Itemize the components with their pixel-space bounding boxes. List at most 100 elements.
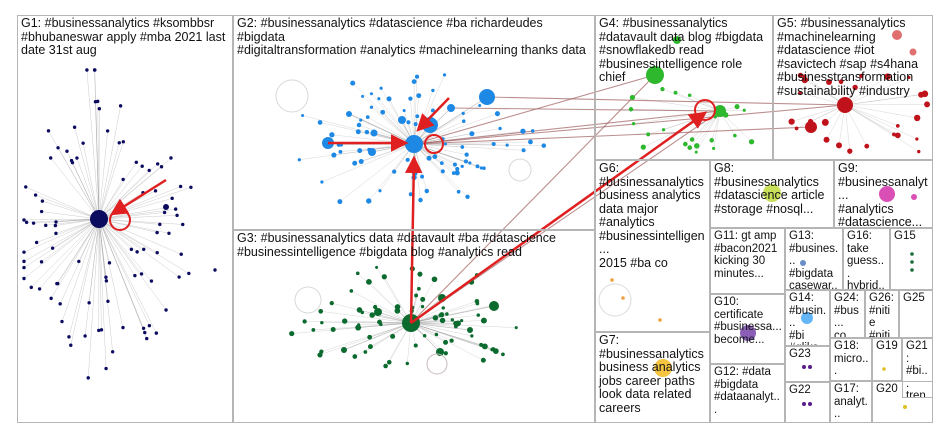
g5-node — [907, 75, 911, 80]
group-panel-g20: G20 — [872, 381, 933, 423]
group-panel-g15: G15 — [890, 228, 933, 290]
g1-node — [22, 259, 26, 264]
node-ring — [294, 286, 322, 314]
edge — [413, 128, 501, 145]
g3-node — [474, 298, 480, 304]
group-panel-g21: G21: #bi... tren... — [902, 338, 933, 398]
edge — [23, 218, 100, 221]
g2-node — [475, 164, 480, 169]
group-label-g17: G17: analyt... — [834, 383, 868, 420]
edge — [23, 218, 100, 253]
g15-node — [910, 268, 914, 272]
edge — [98, 166, 143, 220]
edge — [339, 143, 415, 202]
edge — [343, 322, 412, 351]
group-label-g7: G7: #businessanalytics business analytic… — [599, 333, 704, 415]
edge — [98, 218, 136, 276]
edge — [23, 218, 100, 262]
g3-node — [374, 308, 382, 316]
g4-node — [631, 122, 636, 126]
group-label-g18: G18: micro... — [834, 340, 869, 377]
g1-node — [118, 104, 123, 108]
edge — [98, 218, 144, 250]
g3-node — [450, 318, 455, 322]
g3-node — [373, 304, 378, 310]
g3-node — [405, 361, 410, 366]
g3-node — [319, 349, 324, 354]
group-label-g11: G11: gt amp #bacon2021 kicking 30 minute… — [714, 230, 778, 280]
g1-node — [153, 189, 158, 193]
g3-node — [363, 350, 368, 354]
g1-node — [117, 141, 121, 145]
g2-node — [379, 86, 383, 90]
g3-node — [481, 343, 488, 350]
g1-node — [22, 218, 26, 222]
g2-node — [386, 96, 392, 102]
g4-node — [734, 104, 740, 110]
g1-node — [22, 276, 26, 281]
edge — [413, 74, 445, 145]
g1-node — [97, 106, 102, 111]
g9-node — [911, 194, 917, 200]
g2-node — [366, 198, 372, 204]
g1-node — [93, 68, 97, 72]
g3-node — [434, 332, 439, 337]
edge — [632, 97, 721, 112]
g2-node — [505, 143, 509, 147]
edge — [844, 104, 919, 152]
edge — [41, 218, 100, 263]
g2-node — [469, 131, 475, 137]
g3-node — [357, 323, 361, 327]
g1-node — [44, 223, 48, 228]
group-panel-g1: G1: #businessanalytics #ksombbsr #bhuban… — [17, 15, 233, 423]
edge — [844, 76, 888, 106]
edge — [333, 322, 412, 330]
g2-node — [465, 194, 470, 199]
g2-node — [364, 129, 370, 135]
g1-node — [72, 125, 77, 129]
g3-node — [422, 333, 427, 338]
g5-node — [894, 132, 901, 139]
edge — [844, 104, 928, 106]
g2-node — [420, 174, 425, 179]
g4-node — [661, 128, 666, 132]
edge — [413, 143, 544, 146]
g5-node — [805, 121, 817, 133]
g1-node — [159, 165, 164, 169]
g2-node — [521, 148, 526, 153]
g2-node — [361, 94, 365, 98]
g3-node — [514, 326, 518, 330]
g1-node — [177, 275, 181, 279]
edge — [410, 322, 503, 355]
g1-node — [154, 331, 159, 335]
g2-node — [365, 115, 370, 120]
g4-node — [629, 94, 635, 101]
edge — [410, 322, 472, 337]
g3-node — [341, 347, 347, 353]
g1-node — [105, 129, 110, 133]
g4-node — [693, 143, 700, 149]
g1-node — [40, 199, 45, 203]
g2-node — [456, 189, 461, 194]
g1-node — [129, 247, 134, 252]
g4-node — [712, 146, 716, 151]
g3-node — [413, 343, 418, 348]
group-panel-g8: G8: #businessanalytics #datascience arti… — [710, 160, 834, 228]
node-ring — [275, 79, 309, 113]
g5-node — [836, 142, 842, 149]
g3-node — [394, 308, 401, 314]
edge — [97, 101, 100, 220]
g3-node — [349, 289, 354, 293]
group-panel-g23: G23 — [785, 346, 830, 382]
g5-node — [794, 126, 799, 131]
edge — [291, 322, 412, 334]
group-panel-g26: G26: #nitie #niti... — [865, 290, 899, 338]
edge — [70, 218, 100, 346]
g3-node — [369, 312, 375, 318]
edge — [98, 218, 124, 328]
edge — [844, 93, 925, 106]
g15-node — [910, 260, 914, 264]
g2-node — [317, 120, 323, 125]
g3-node — [501, 352, 505, 357]
g1-node — [87, 301, 91, 305]
